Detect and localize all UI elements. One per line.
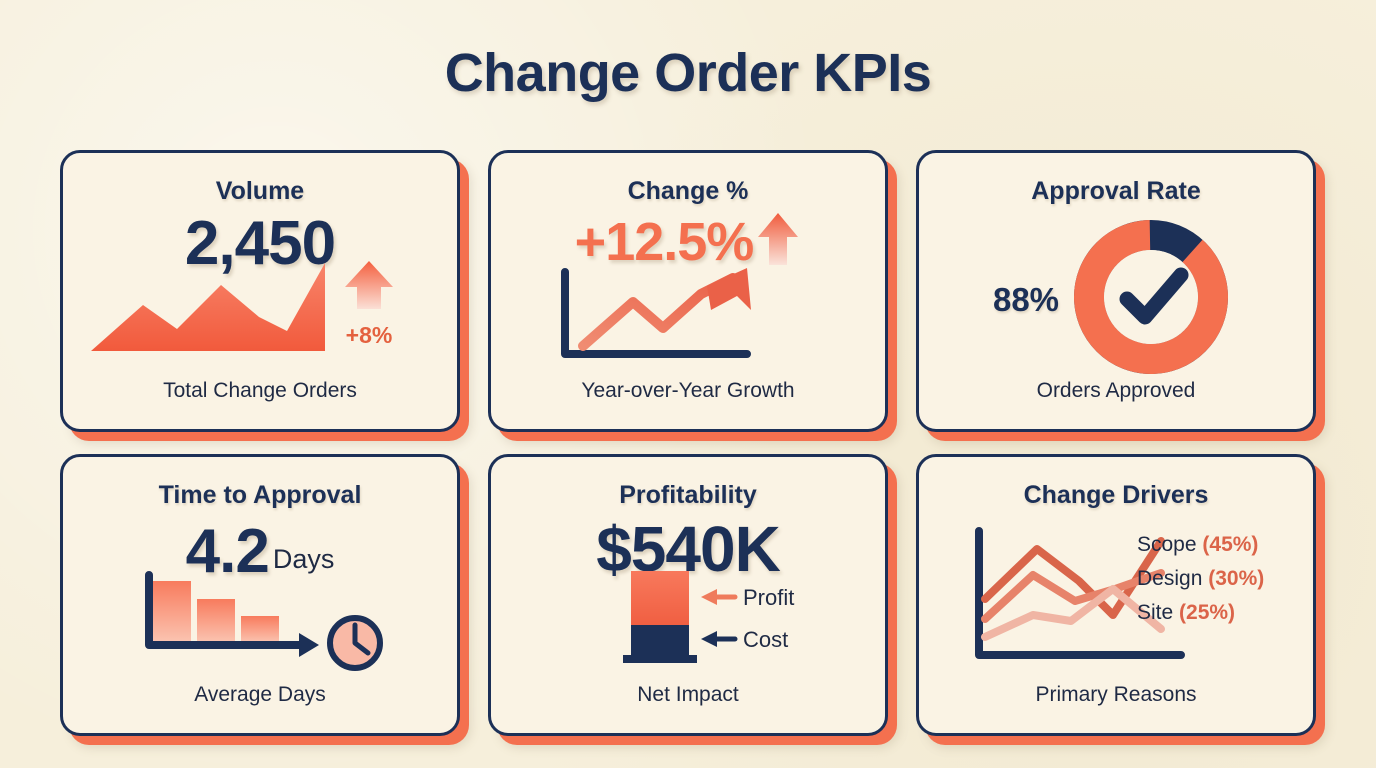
- card-title: Time to Approval: [158, 481, 362, 509]
- cost-label: Cost: [743, 627, 788, 652]
- card-title: Approval Rate: [1031, 177, 1201, 205]
- kpi-card-profitability[interactable]: Profitability $540K Profit Cost: [488, 454, 888, 736]
- page-title: Change Order KPIs: [444, 43, 932, 103]
- metric-unit: Days: [272, 544, 335, 574]
- metric-value: 2,450: [184, 209, 336, 278]
- kpi-card-approval-rate[interactable]: Approval Rate 88% Orders Approved: [916, 150, 1316, 432]
- card-caption: Total Change Orders: [163, 379, 357, 402]
- metric-value: +12.5%: [574, 211, 755, 272]
- card-caption: Year-over-Year Growth: [581, 379, 795, 402]
- metric-value: 4.2: [185, 517, 270, 586]
- profit-label: Profit: [743, 585, 794, 610]
- kpi-card-change-percent[interactable]: Change % +12.5%: [488, 150, 888, 432]
- card-caption: Average Days: [194, 683, 326, 706]
- change-drivers-legend: Scope (45%) Design (30%) Site (25%): [1137, 533, 1264, 625]
- kpi-card-change-drivers[interactable]: Change Drivers Scope (45%) Design (30%) …: [916, 454, 1316, 736]
- card-caption: Primary Reasons: [1035, 683, 1197, 706]
- multi-line-chart-icon: [945, 523, 1305, 683]
- card-title: Volume: [215, 177, 305, 205]
- legend-item-design: Design (30%): [1137, 567, 1264, 591]
- card-title: Change Drivers: [1023, 481, 1209, 509]
- legend-item-site: Site (25%): [1137, 601, 1264, 625]
- stacked-bar-icon: Profit Cost: [591, 567, 831, 677]
- legend-label: Design: [1137, 567, 1203, 590]
- descending-bars-clock-icon: [141, 571, 413, 675]
- card-title: Profitability: [619, 481, 757, 509]
- trend-up-arrow-icon: [551, 266, 831, 371]
- card-caption: Net Impact: [637, 683, 739, 706]
- legend-item-scope: Scope (45%): [1137, 533, 1264, 557]
- legend-label: Scope: [1137, 533, 1197, 556]
- kpi-card-time-to-approval[interactable]: Time to Approval 4.2 Days: [60, 454, 460, 736]
- delta-badge: +8%: [346, 322, 393, 348]
- legend-percent: (45%): [1202, 533, 1259, 556]
- legend-label: Site: [1137, 601, 1174, 624]
- donut-check-icon: [1063, 209, 1239, 390]
- card-caption: Orders Approved: [1036, 379, 1196, 402]
- approval-rate-value: 88%: [992, 280, 1060, 318]
- card-title: Change %: [627, 177, 749, 205]
- kpi-card-grid: Volume 2,450 +8%: [60, 150, 1316, 736]
- legend-percent: (25%): [1179, 601, 1236, 624]
- up-arrow-icon: [755, 210, 801, 273]
- legend-percent: (30%): [1208, 567, 1265, 590]
- area-chart-icon: +8%: [81, 257, 445, 367]
- kpi-card-volume[interactable]: Volume 2,450 +8%: [60, 150, 460, 432]
